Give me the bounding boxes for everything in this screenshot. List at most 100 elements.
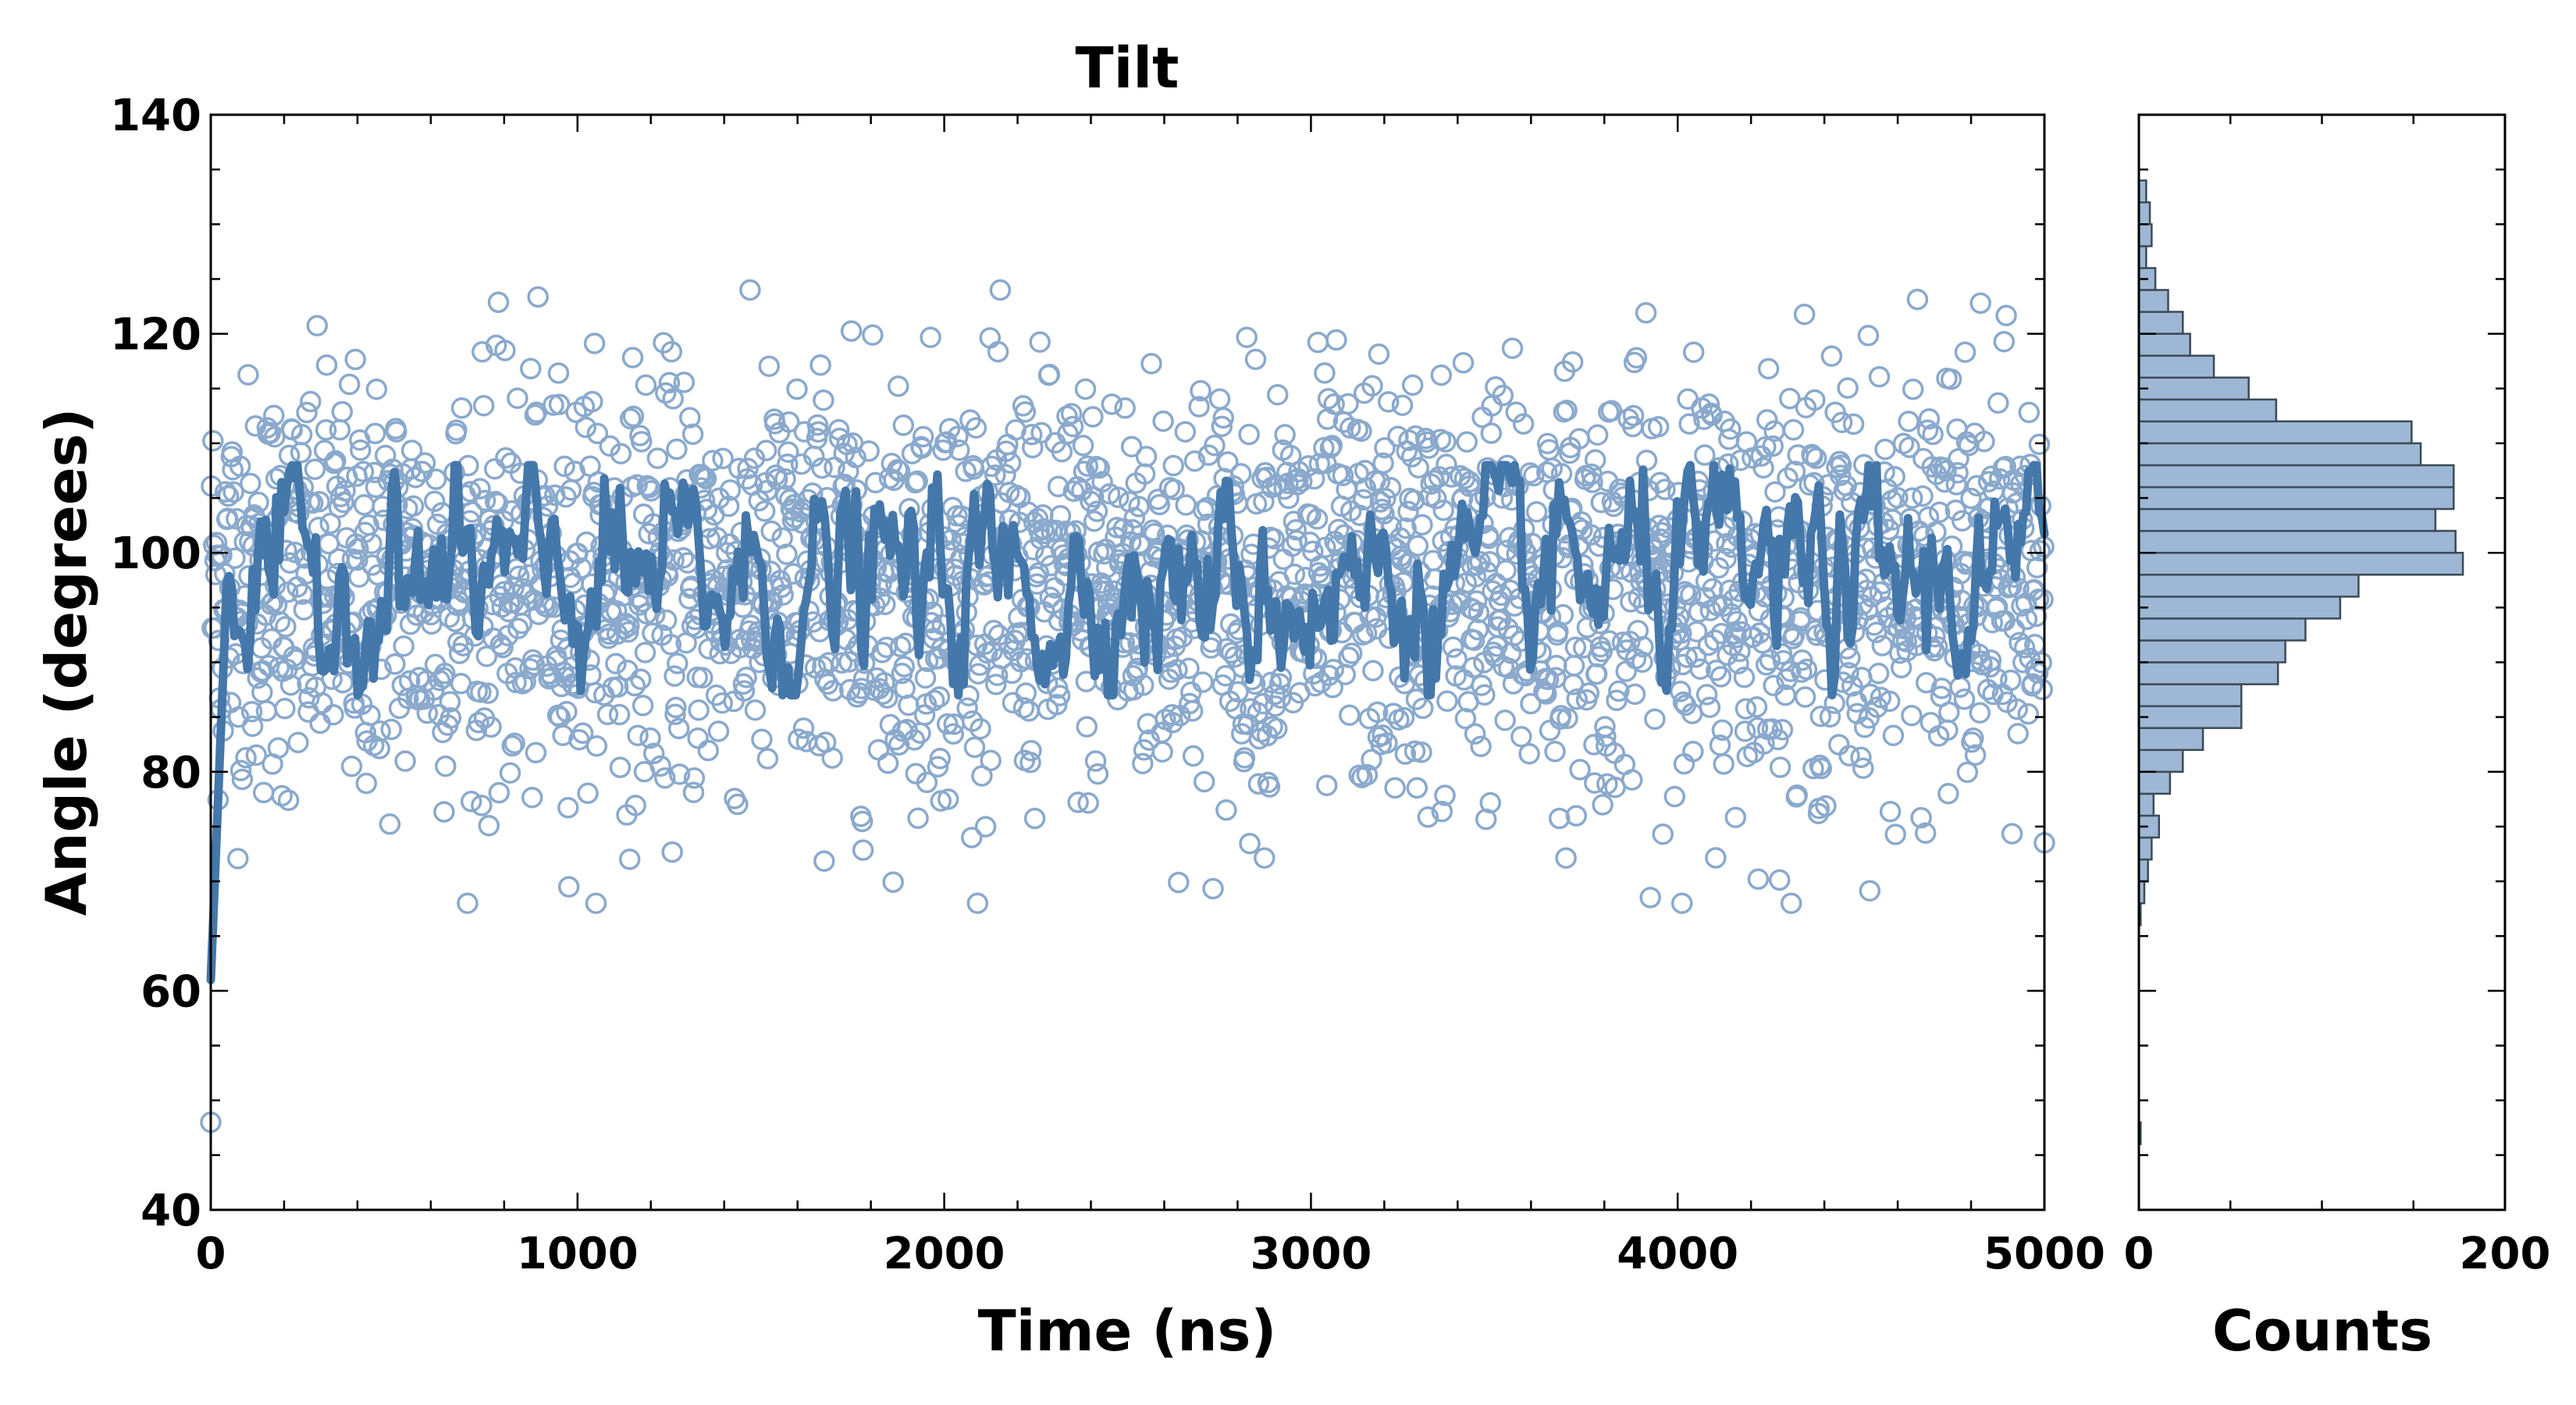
scatter-point bbox=[809, 354, 831, 376]
scatter-point bbox=[352, 461, 375, 482]
scatter-point bbox=[1752, 457, 1774, 479]
scatter-point bbox=[1030, 422, 1052, 444]
scatter-point bbox=[1397, 500, 1419, 523]
scatter-point bbox=[596, 703, 619, 726]
scatter-point bbox=[1411, 742, 1432, 763]
scatter-point bbox=[1850, 746, 1872, 769]
scatter-point bbox=[807, 421, 830, 443]
scatter-point bbox=[1828, 734, 1850, 756]
scatter-point bbox=[692, 667, 713, 689]
scatter-point bbox=[1362, 660, 1384, 681]
scatter-point bbox=[956, 697, 978, 719]
scatter-point bbox=[1101, 393, 1123, 415]
scatter-point bbox=[1077, 792, 1099, 814]
scatter-point bbox=[970, 717, 991, 740]
scatter-point bbox=[1879, 800, 1902, 823]
scatter-point bbox=[556, 701, 578, 723]
scatter-point bbox=[1326, 535, 1348, 557]
scatter-point bbox=[1810, 757, 1832, 780]
scatter-point bbox=[903, 729, 926, 751]
scatter-point bbox=[1829, 464, 1852, 486]
scatter-point bbox=[1049, 505, 1072, 527]
scatter-point bbox=[1148, 493, 1171, 516]
scatter-point bbox=[1227, 681, 1249, 703]
scatter-point bbox=[1956, 761, 1979, 784]
y-axis-label: Angle (degrees) bbox=[34, 408, 99, 916]
scatter-point bbox=[1074, 378, 1097, 400]
scatter-point bbox=[751, 728, 773, 751]
scatter-point bbox=[813, 389, 834, 411]
scatter-point bbox=[1769, 756, 1791, 778]
scatter-point bbox=[928, 686, 951, 708]
scatter-point bbox=[547, 362, 570, 384]
scatter-point bbox=[583, 333, 606, 354]
x-tick-label: 5000 bbox=[1984, 1229, 2105, 1279]
scatter-point bbox=[521, 786, 543, 809]
scatter-point bbox=[622, 405, 645, 428]
scatter-point bbox=[1561, 350, 1584, 373]
scatter-point bbox=[435, 755, 457, 777]
scatter-point bbox=[1076, 716, 1098, 738]
scatter-point bbox=[1519, 462, 1541, 484]
scatter-point bbox=[1595, 725, 1617, 748]
scatter-point bbox=[1918, 407, 1941, 430]
scatter-point bbox=[235, 746, 257, 769]
scatter-point bbox=[507, 617, 529, 639]
scatter-point bbox=[487, 291, 510, 314]
scatter-point bbox=[719, 479, 742, 501]
scatter-point bbox=[271, 784, 293, 807]
scatter-point bbox=[1713, 753, 1735, 775]
scatter-point bbox=[457, 892, 479, 914]
histogram-bar bbox=[2137, 398, 2278, 423]
scatter-point bbox=[1190, 379, 1212, 402]
scatter-point bbox=[1987, 392, 2009, 414]
scatter-point bbox=[1958, 434, 1980, 457]
scatter-point bbox=[471, 795, 493, 816]
scatter-point bbox=[501, 735, 524, 757]
scatter-point bbox=[1321, 435, 1343, 457]
scatter-point bbox=[275, 616, 297, 638]
scatter-point bbox=[527, 286, 549, 308]
scatter-point bbox=[608, 703, 631, 726]
scatter-point bbox=[695, 468, 717, 489]
scatter-point bbox=[369, 720, 391, 742]
scatter-point bbox=[364, 422, 386, 445]
scatter-point bbox=[1465, 590, 1488, 612]
scatter-point bbox=[1564, 636, 1587, 659]
x-tick-label: 1000 bbox=[517, 1229, 639, 1279]
scatter-point bbox=[1494, 710, 1516, 731]
scatter-point bbox=[1912, 485, 1934, 507]
scatter-point bbox=[1910, 806, 1932, 829]
scatter-point bbox=[987, 340, 1009, 363]
scatter-point bbox=[1018, 700, 1040, 722]
scatter-point bbox=[1685, 646, 1707, 668]
histogram-bar bbox=[2137, 464, 2455, 489]
scatter-point bbox=[682, 781, 705, 803]
scatter-point bbox=[1993, 330, 2016, 353]
scatter-point bbox=[723, 690, 745, 713]
scatter-point bbox=[1505, 401, 1527, 423]
scatter-point bbox=[334, 480, 356, 502]
scatter-point bbox=[586, 422, 609, 445]
scatter-point bbox=[1724, 806, 1747, 828]
scatter-point bbox=[1048, 685, 1071, 706]
scatter-point bbox=[1745, 695, 1768, 718]
scatter-point bbox=[1012, 696, 1035, 719]
scatter-point bbox=[279, 674, 302, 696]
scatter-point bbox=[907, 807, 929, 830]
scatter-point bbox=[557, 797, 579, 819]
scatter-point bbox=[753, 500, 776, 522]
scatter-point bbox=[1780, 660, 1802, 682]
scatter-point bbox=[1795, 658, 1818, 681]
scatter-point bbox=[1757, 357, 1780, 380]
scatter-point bbox=[1756, 409, 1778, 431]
scatter-point bbox=[774, 468, 796, 490]
scatter-point bbox=[484, 490, 507, 513]
scatter-point bbox=[660, 634, 682, 656]
scatter-point bbox=[519, 657, 541, 680]
scatter-point bbox=[1128, 496, 1150, 518]
scatter-point bbox=[744, 699, 767, 721]
scatter-point bbox=[525, 742, 547, 764]
hist-x-tick-label: 0 bbox=[2124, 1229, 2154, 1279]
scatter-point bbox=[1220, 642, 1243, 663]
